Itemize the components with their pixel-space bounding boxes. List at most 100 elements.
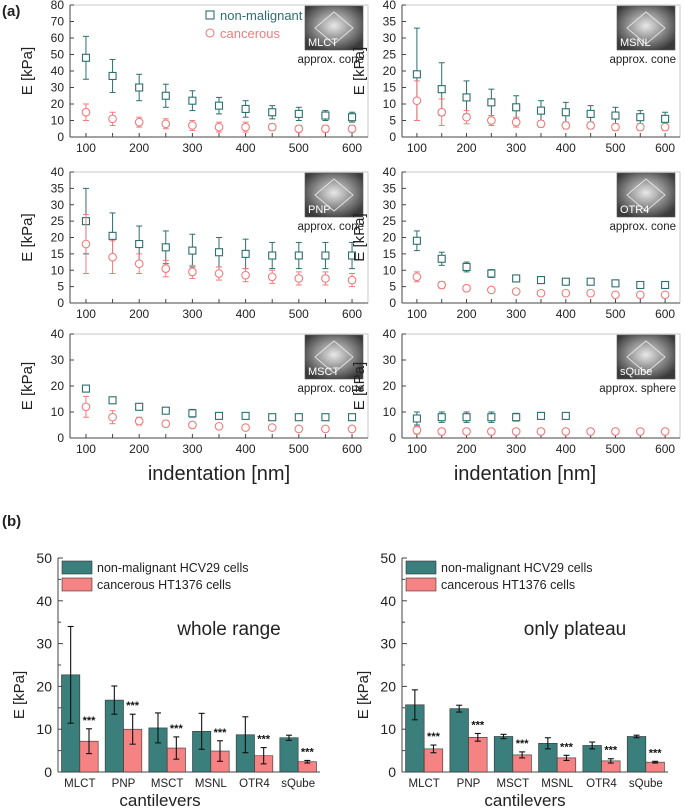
legend-swatch-nonmalignant	[61, 560, 93, 575]
data-point-nonmalignant	[512, 274, 521, 283]
tip-name-label: PNP	[308, 204, 331, 216]
tip-pyramid-outline	[314, 11, 354, 45]
y-tick-label: 0	[57, 296, 64, 310]
legend-label-nonmalignant: non-malignant HCV29 cells	[97, 561, 248, 575]
tip-name-label: sQube	[620, 366, 652, 378]
data-point-cancerous	[611, 427, 620, 436]
legend-swatch-cancerous	[61, 577, 93, 592]
panel-title: only plateau	[524, 619, 626, 640]
significance-label: ***	[604, 745, 618, 757]
significance-label: ***	[126, 700, 140, 712]
scatter-panel-msct: 0 10 20 30 40 100 200 300 400 500 600 E [kPa] MSCT ap…	[19, 327, 369, 456]
data-point-nonmalignant	[487, 413, 496, 422]
tip-pyramid-outline	[314, 178, 354, 212]
y-tick-label: 20	[383, 379, 397, 393]
data-point-cancerous	[321, 124, 330, 134]
data-point-nonmalignant	[347, 413, 357, 422]
x-tick-label: 600	[655, 307, 675, 321]
data-point-nonmalignant	[512, 103, 521, 112]
data-point-cancerous	[536, 119, 546, 129]
data-point-cancerous	[241, 423, 250, 432]
data-point-nonmalignant	[108, 396, 117, 405]
data-point-cancerous	[412, 96, 422, 106]
y-axis-label: E [kPa]	[19, 213, 36, 261]
data-point-nonmalignant	[636, 113, 645, 122]
y-tick-label: 0	[389, 296, 396, 310]
legend-label-cancerous: cancerous HT1376 cells	[97, 578, 231, 592]
significance-label: ***	[471, 719, 485, 731]
x-tick-label: 400	[556, 442, 576, 456]
data-point-cancerous	[487, 427, 496, 436]
data-point-nonmalignant	[268, 251, 277, 260]
data-point-nonmalignant	[437, 254, 446, 263]
data-point-nonmalignant	[636, 280, 645, 290]
data-point-nonmalignant	[586, 109, 595, 118]
data-point-nonmalignant	[611, 111, 620, 120]
y-tick-label: 20	[383, 231, 397, 245]
tip-shape-label: approx. cone	[610, 54, 677, 66]
y-tick-label: 0	[57, 130, 64, 144]
data-point-nonmalignant	[611, 279, 620, 288]
x-tick-label: 200	[457, 141, 477, 155]
data-point-nonmalignant	[487, 98, 496, 107]
scatter-panel-sqube: 0 10 20 30 40 100 200 300 400 500 600 E [kPa] sQube a…	[351, 327, 681, 456]
y-tick-label: 20	[51, 231, 65, 245]
y-tick-label: 10	[383, 263, 397, 277]
data-point-nonmalignant	[536, 411, 546, 420]
tip-name-label: OTR4	[620, 204, 649, 216]
data-point-nonmalignant	[412, 414, 421, 423]
y-tick-label: 30	[51, 353, 65, 367]
bar-nonmalignant	[493, 736, 514, 773]
category-label: MSNL	[541, 778, 574, 790]
x-tick-label: 200	[129, 141, 149, 155]
y-tick-label: 35	[51, 181, 65, 195]
data-point-cancerous	[294, 424, 304, 434]
data-point-cancerous	[81, 239, 91, 249]
y-tick-label: 25	[383, 48, 397, 62]
x-tick-label: 300	[506, 442, 526, 456]
tip-pyramid-outline	[314, 340, 354, 374]
significance-label: ***	[427, 731, 441, 743]
data-point-nonmalignant	[268, 413, 277, 422]
data-point-cancerous	[321, 424, 330, 434]
bar-panel-whole: 0 10 20 30 40 50 E [kPa] *** MLCT *** PNP *** MSCT **…	[11, 550, 320, 790]
significance-label: ***	[83, 715, 97, 727]
xlabel-a-left: indentation [nm]	[148, 463, 290, 485]
data-point-cancerous	[437, 427, 447, 436]
data-point-nonmalignant	[161, 91, 170, 100]
data-point-nonmalignant	[294, 109, 303, 118]
y-tick-label: 80	[51, 0, 65, 12]
bar-nonmalignant	[626, 736, 647, 773]
category-label: PNP	[112, 778, 136, 790]
y-tick-label: 30	[51, 81, 65, 95]
data-point-cancerous	[214, 421, 224, 431]
xlabel-a-right: indentation [nm]	[454, 463, 596, 485]
y-tick-label: 15	[51, 247, 65, 261]
data-point-nonmalignant	[347, 113, 357, 122]
data-point-nonmalignant	[412, 236, 421, 245]
y-tick-label: 15	[383, 81, 397, 95]
category-label: MLCT	[409, 778, 440, 790]
data-point-nonmalignant	[412, 70, 421, 79]
data-point-nonmalignant	[81, 384, 91, 393]
y-axis-label: E [kPa]	[355, 671, 372, 719]
data-point-cancerous	[347, 424, 357, 434]
tip-pyramid-outline	[626, 178, 666, 212]
x-tick-label: 300	[506, 307, 526, 321]
tip-name-label: MLCT	[308, 37, 338, 49]
tip-name-label: MSNL	[620, 37, 651, 49]
x-tick-label: 500	[605, 307, 625, 321]
data-point-cancerous	[108, 252, 117, 262]
tip-pyramid-outline	[626, 340, 666, 374]
data-point-nonmalignant	[135, 240, 144, 249]
y-tick-label: 70	[51, 15, 65, 29]
legend-swatch-nonmalignant	[405, 560, 437, 575]
category-label: MSNL	[195, 778, 228, 790]
data-point-cancerous	[241, 270, 250, 280]
data-point-cancerous	[267, 423, 277, 432]
data-point-cancerous	[347, 124, 357, 134]
x-tick-label: 400	[236, 442, 256, 456]
data-point-cancerous	[437, 107, 447, 117]
data-point-nonmalignant	[462, 93, 471, 102]
